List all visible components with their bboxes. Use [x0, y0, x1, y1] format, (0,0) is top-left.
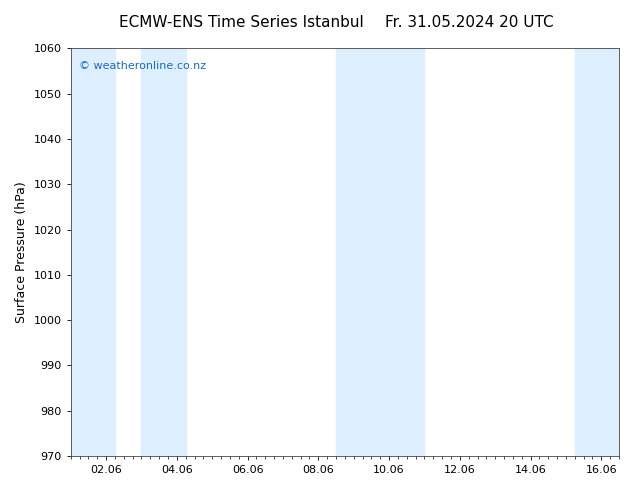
- Bar: [141, 49, 186, 456]
- Y-axis label: Surface Pressure (hPa): Surface Pressure (hPa): [15, 181, 28, 323]
- Bar: [575, 49, 619, 456]
- Text: Fr. 31.05.2024 20 UTC: Fr. 31.05.2024 20 UTC: [385, 15, 553, 30]
- Text: © weatheronline.co.nz: © weatheronline.co.nz: [79, 61, 206, 71]
- Text: ECMW-ENS Time Series Istanbul: ECMW-ENS Time Series Istanbul: [119, 15, 363, 30]
- Bar: [336, 49, 380, 456]
- Bar: [71, 49, 115, 456]
- Bar: [380, 49, 424, 456]
